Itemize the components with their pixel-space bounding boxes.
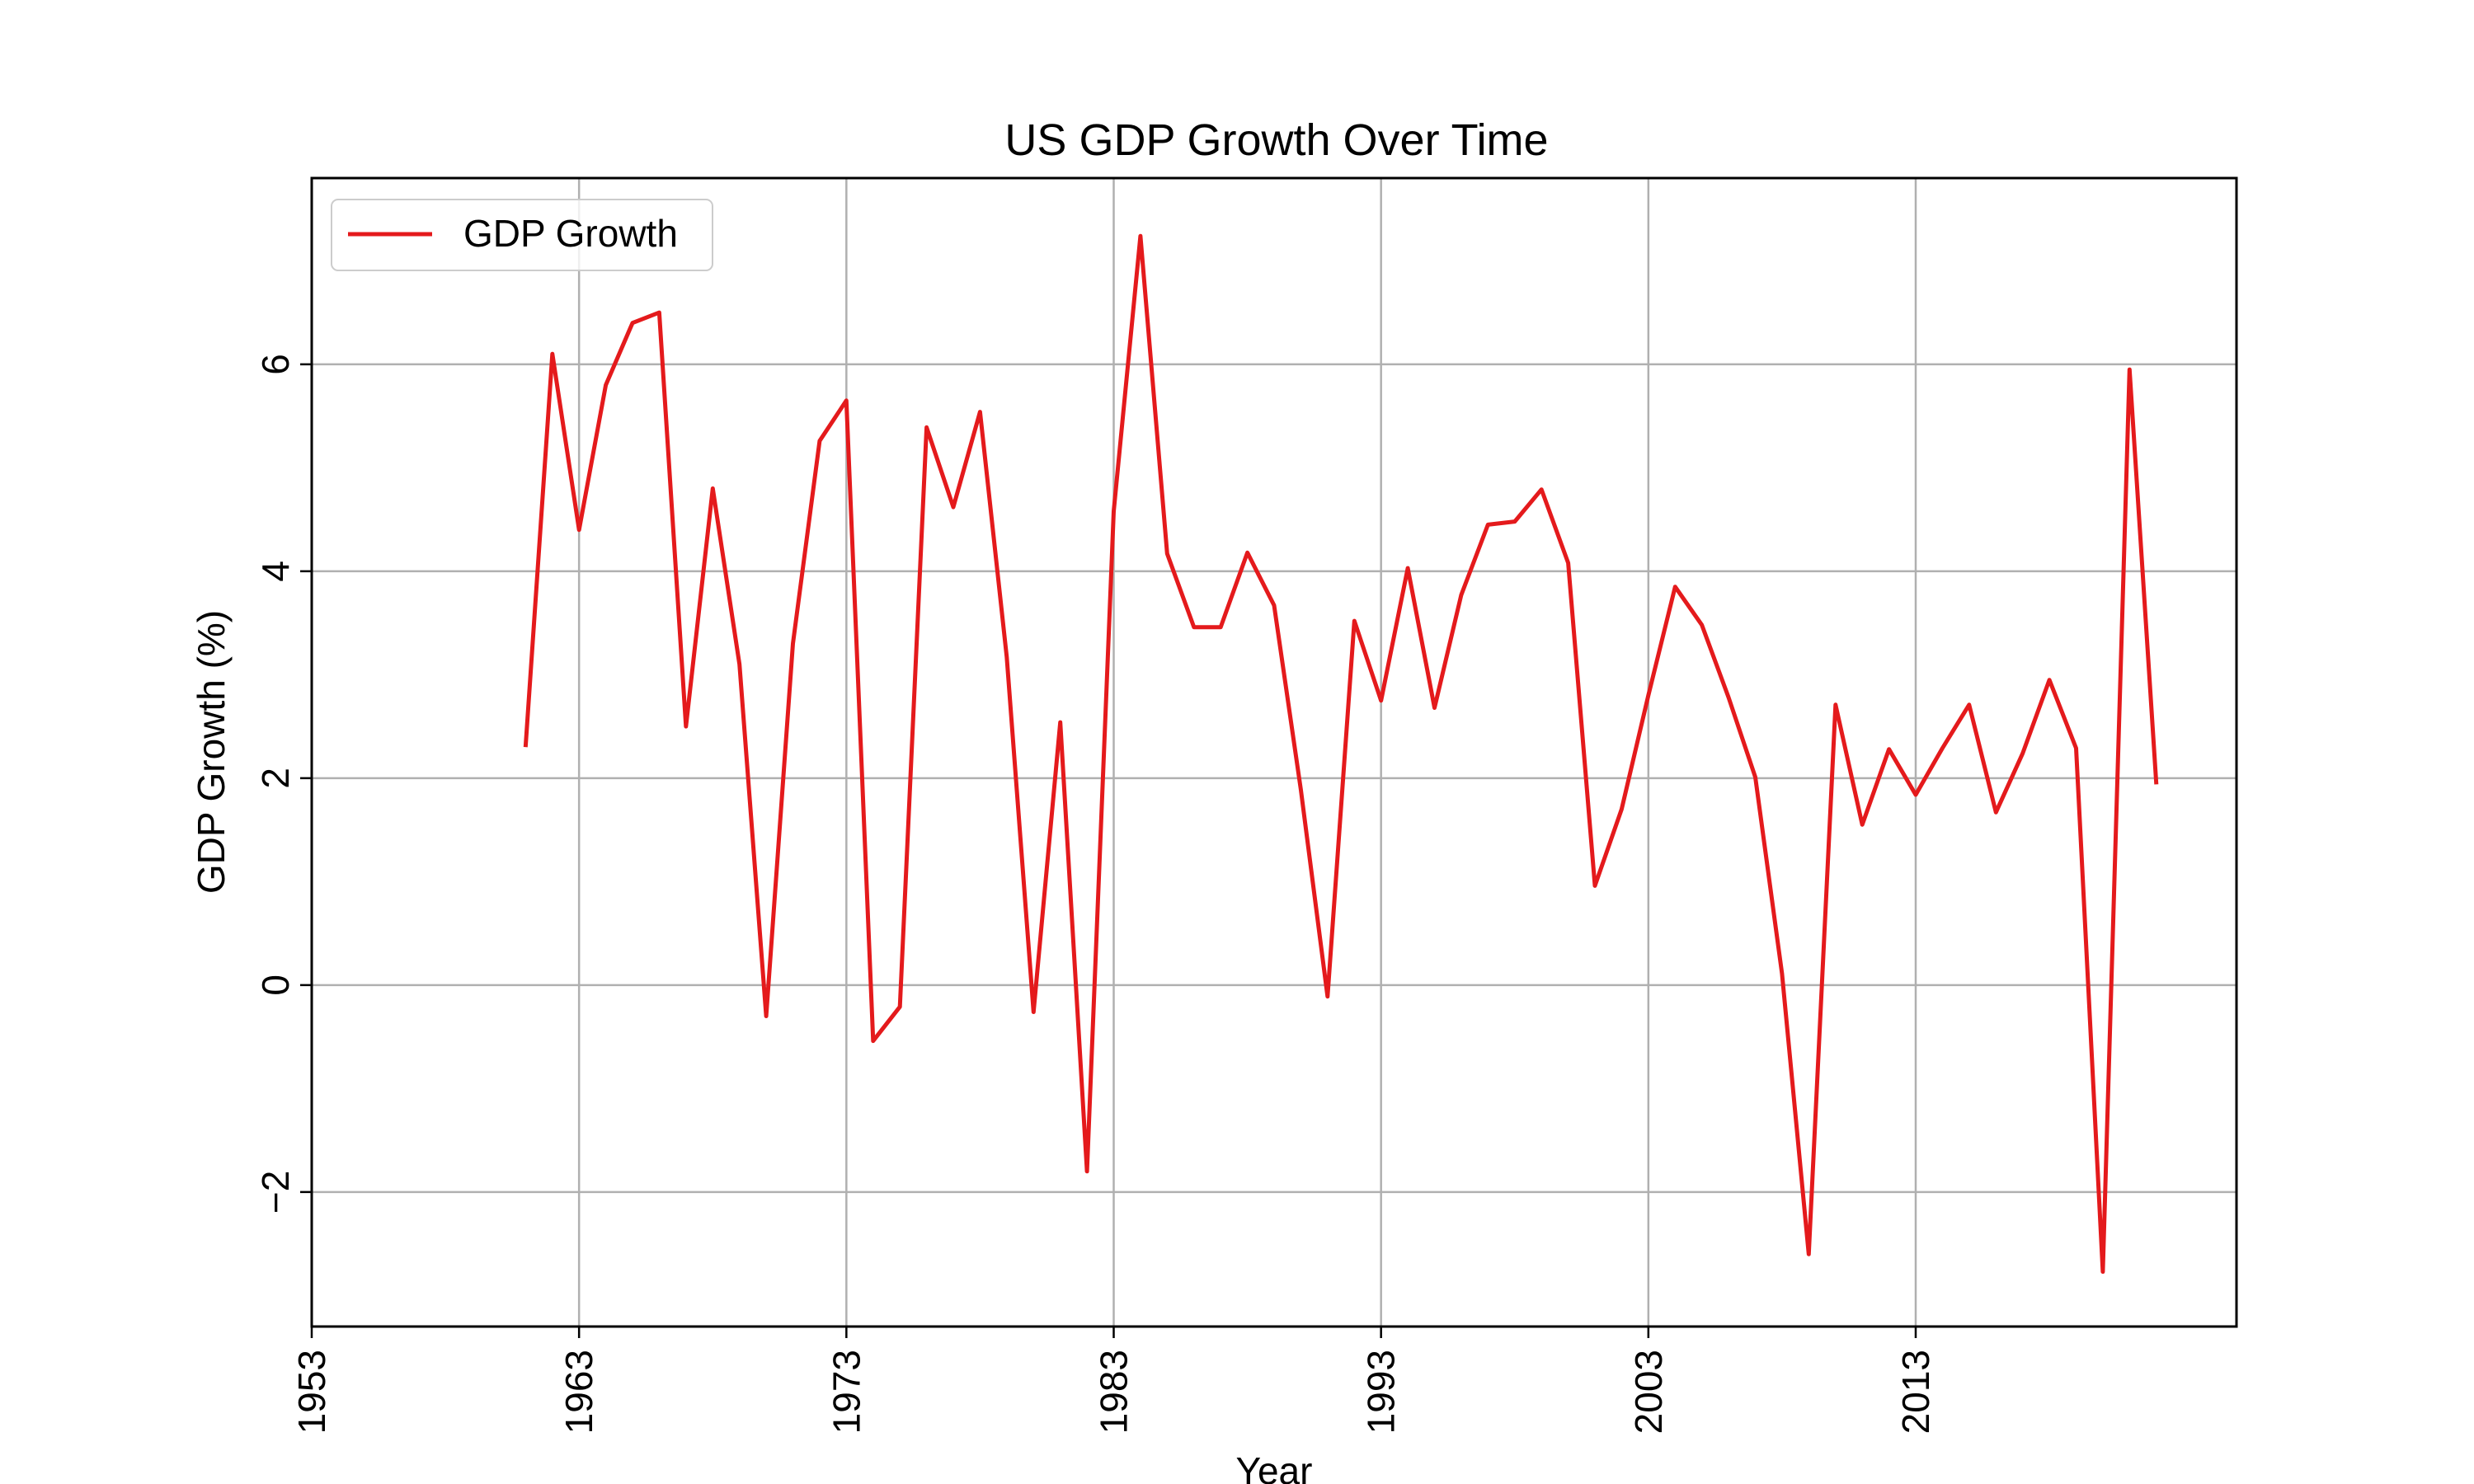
chart-title: US GDP Growth Over Time xyxy=(1004,115,1548,165)
x-tick-label: 1953 xyxy=(290,1350,333,1434)
legend-label: GDP Growth xyxy=(463,212,678,255)
series-layer xyxy=(523,233,2159,1274)
plot-frame xyxy=(310,176,2238,1328)
x-ticks: 1953 1963 1973 1983 1993 2003 2013 xyxy=(290,1327,1937,1434)
x-tick-label: 1993 xyxy=(1360,1350,1403,1434)
x-tick-label: 2013 xyxy=(1894,1350,1937,1434)
x-tick-label: 1963 xyxy=(557,1350,600,1434)
y-tick-label: 6 xyxy=(254,354,297,375)
legend-box xyxy=(331,199,713,271)
y-tick-label: 2 xyxy=(254,768,297,789)
x-axis-label: Year xyxy=(1236,1449,1313,1484)
x-tick-label: 2003 xyxy=(1627,1350,1670,1434)
y-tick-label: −2 xyxy=(254,1171,297,1214)
x-tick-label: 1973 xyxy=(825,1350,868,1434)
x-tick-label: 1983 xyxy=(1093,1350,1136,1434)
y-tick-label: 4 xyxy=(254,561,297,582)
y-ticks: −2 0 2 4 6 xyxy=(254,354,312,1214)
series-line-gdp-growth xyxy=(523,233,2159,1274)
y-axis-label: GDP Growth (%) xyxy=(190,610,233,894)
y-tick-label: 0 xyxy=(254,974,297,996)
grid xyxy=(310,178,2236,1327)
legend: GDP Growth xyxy=(331,199,713,271)
